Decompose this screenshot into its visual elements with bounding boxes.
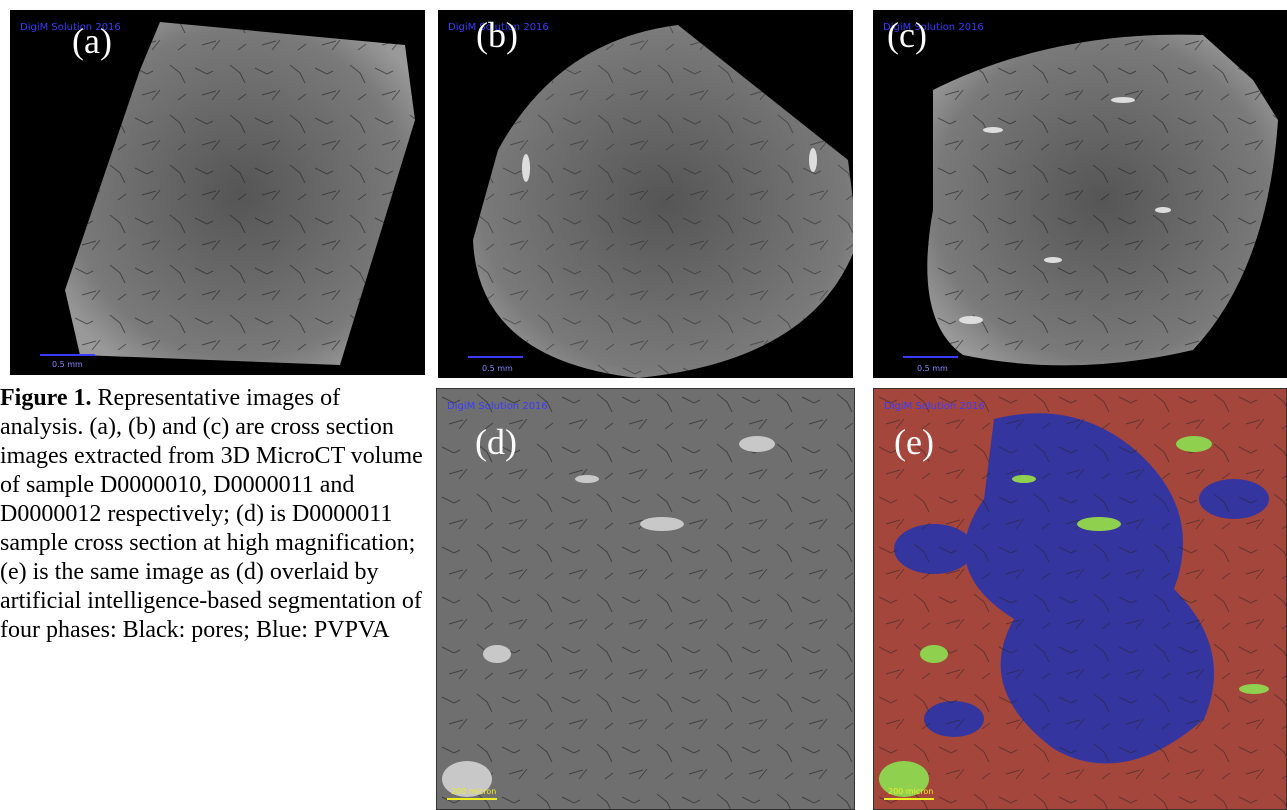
watermark: DigiM Solution 2016 bbox=[884, 401, 985, 412]
scale-label: 0.5 mm bbox=[482, 364, 513, 373]
scale-label: 200 micron bbox=[888, 787, 933, 796]
scale-label: 0.5 mm bbox=[917, 364, 948, 373]
caption: Figure 1. Representative images of analy… bbox=[0, 384, 425, 645]
panel-e: DigiM Solution 2016 (e) 200 micron bbox=[873, 388, 1287, 810]
watermark: DigiM Solution 2016 bbox=[447, 401, 548, 412]
panel-label: (e) bbox=[894, 421, 934, 463]
image-e bbox=[874, 389, 1287, 810]
panel-label: (d) bbox=[475, 421, 517, 463]
panel-b: DigiM Solution 2016 (b) 0.5 mm bbox=[438, 10, 853, 378]
image-c bbox=[873, 10, 1287, 378]
scale-label: 200 micron bbox=[451, 787, 496, 796]
panel-label: (b) bbox=[476, 14, 518, 56]
panel-a: DigiM Solution 2016 (a) 0.5 mm bbox=[10, 10, 425, 375]
page: DigiM Solution 2016 (a) 0.5 mm DigiM Sol… bbox=[0, 0, 1287, 810]
image-a bbox=[10, 10, 425, 375]
panel-d: DigiM Solution 2016 (d) 200 micron bbox=[436, 388, 855, 810]
image-b bbox=[438, 10, 853, 378]
panel-label: (a) bbox=[72, 20, 112, 62]
scale-label: 0.5 mm bbox=[52, 360, 83, 369]
caption-text: Representative images of analysis. (a), … bbox=[0, 385, 423, 643]
panel-label: (c) bbox=[887, 14, 927, 56]
panel-c: DigiM Solution 2016 (c) 0.5 mm bbox=[873, 10, 1287, 378]
caption-label: Figure 1. bbox=[0, 385, 92, 411]
